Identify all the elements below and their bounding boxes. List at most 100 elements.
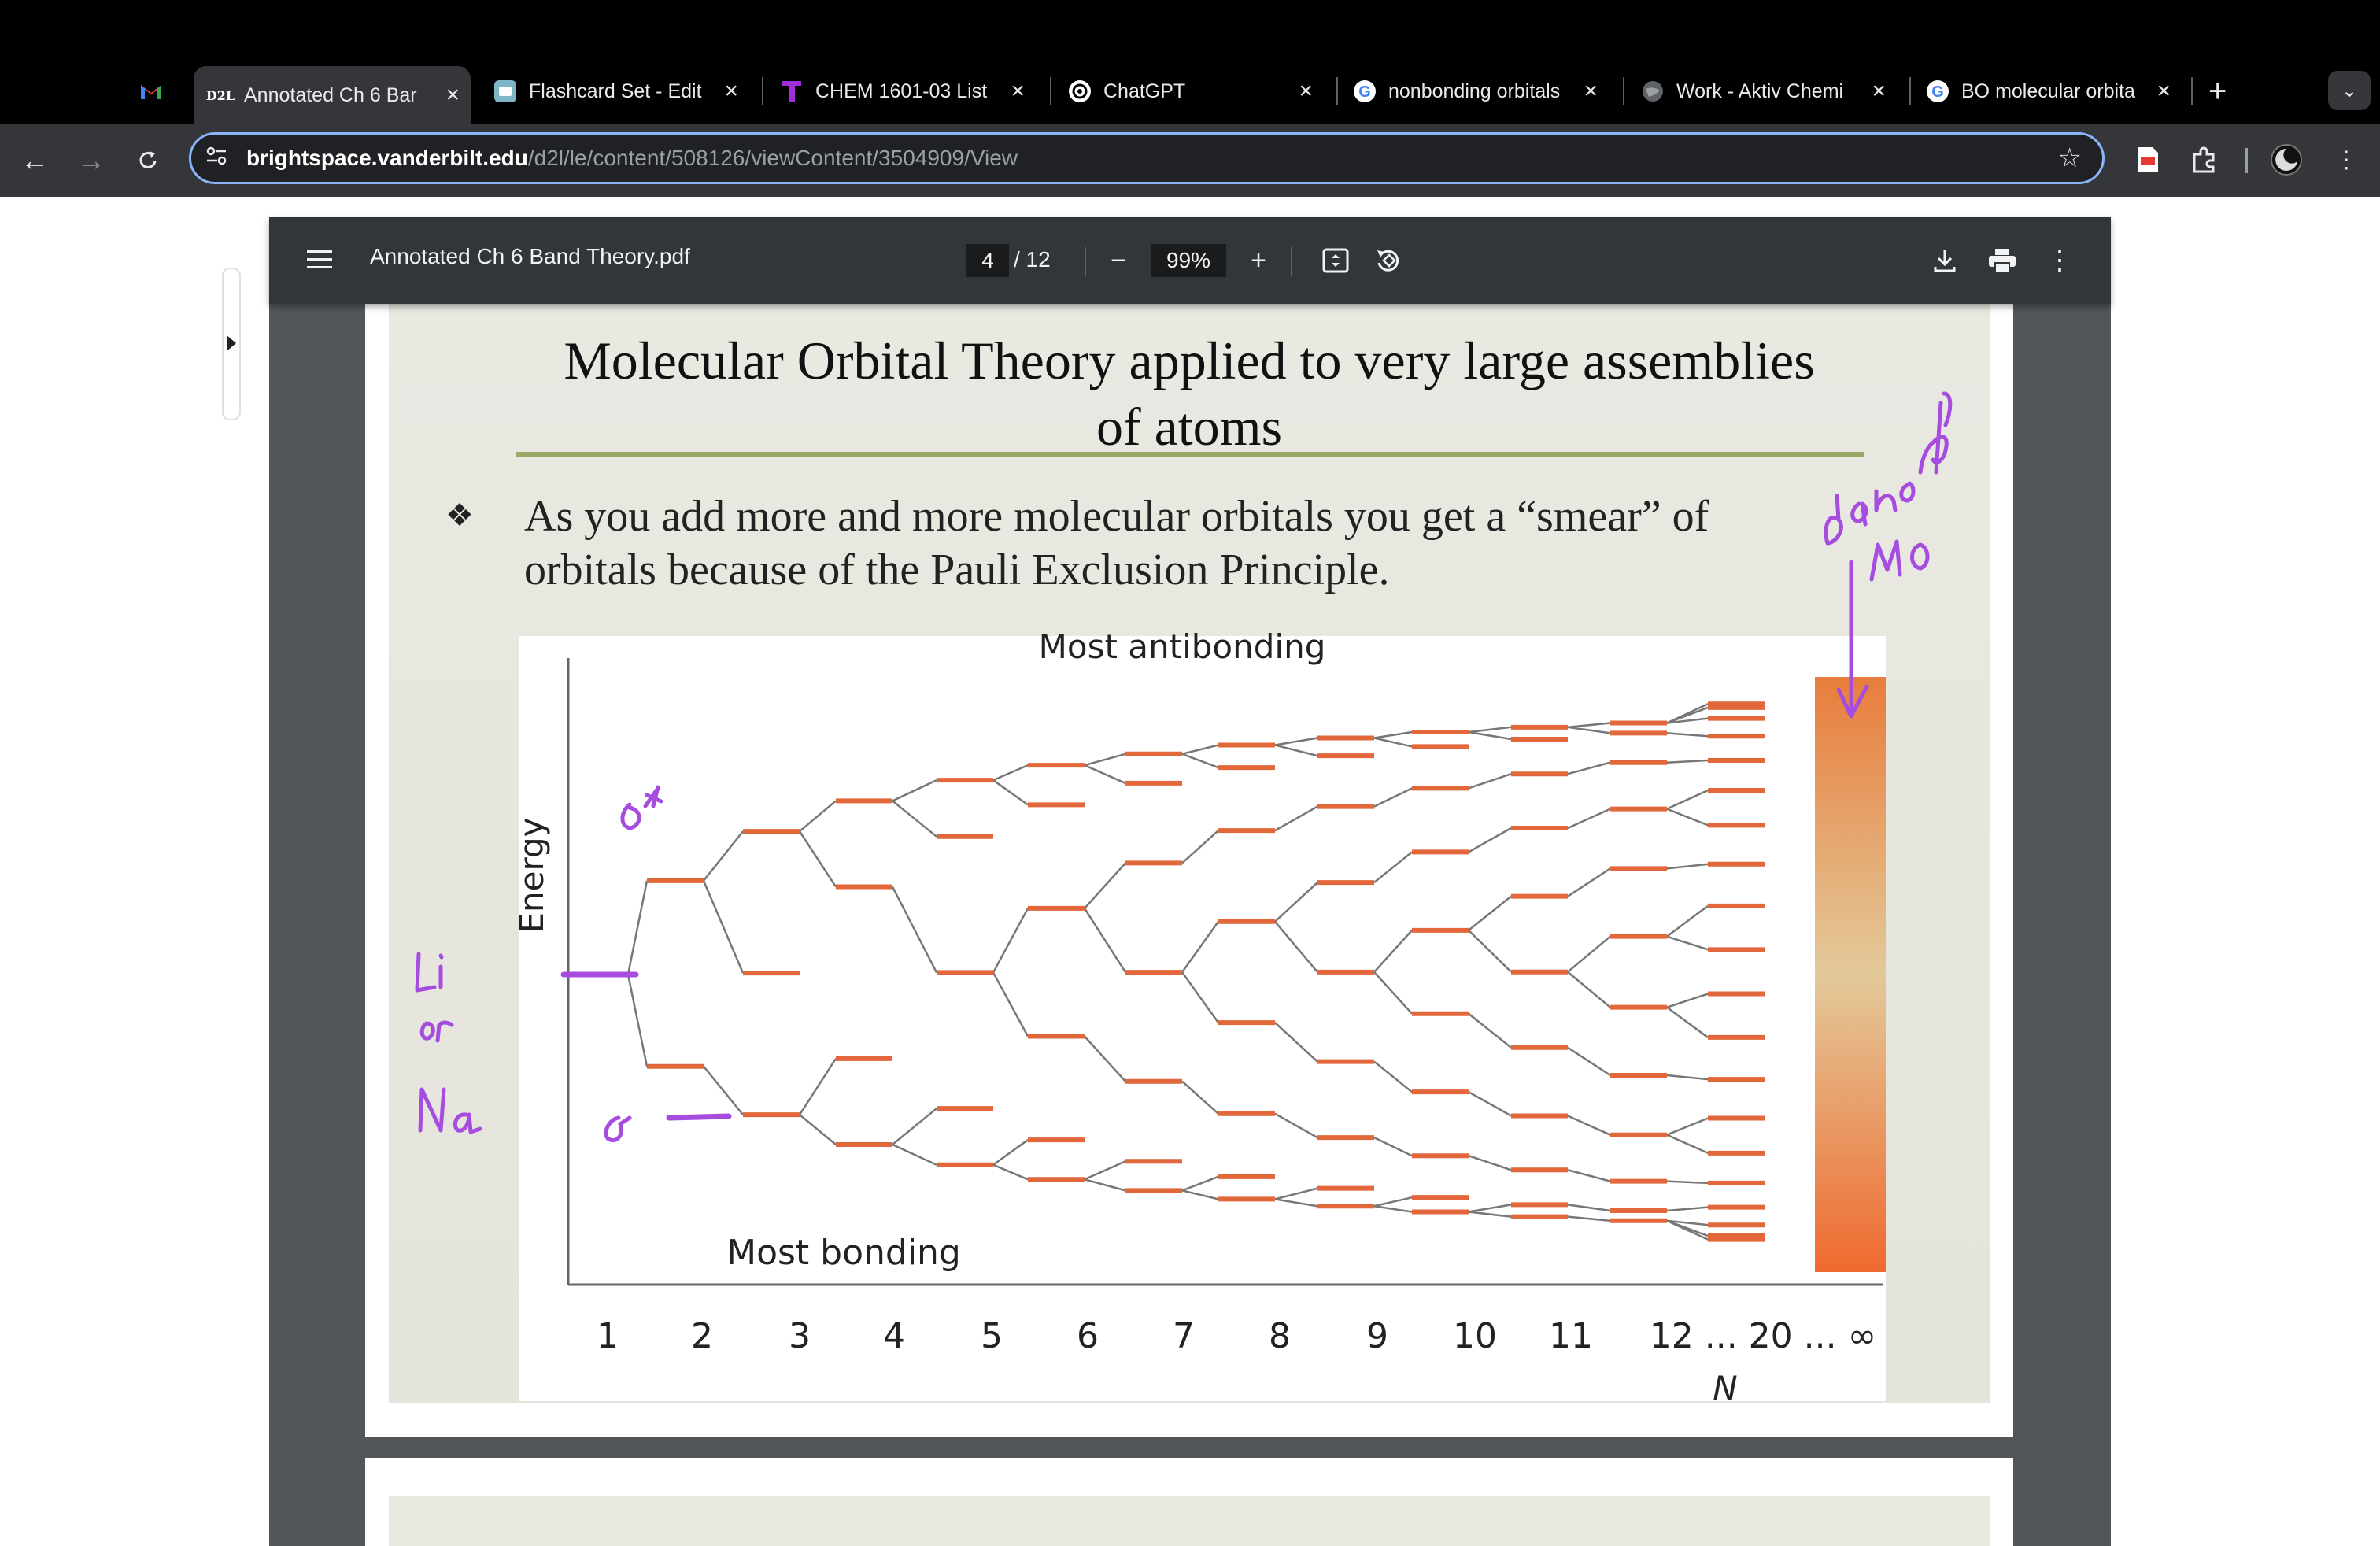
tab-annotated-ch6[interactable]: D2L Annotated Ch 6 Bar ×: [194, 66, 471, 124]
connector-line: [1666, 706, 1709, 724]
x-tick-label: 8: [1269, 1316, 1291, 1356]
zoom-out-button[interactable]: −: [1111, 245, 1126, 276]
connector-line: [1666, 1180, 1709, 1185]
connector-line: [798, 830, 837, 888]
url-text[interactable]: brightspace.vanderbilt.edu/d2l/le/conten…: [246, 146, 1018, 170]
more-options-icon[interactable]: ⋮: [2046, 246, 2073, 276]
slide-title: Molecular Orbital Theory applied to very…: [564, 331, 1815, 457]
tab-chatgpt[interactable]: ChatGPT ×: [1067, 69, 1324, 113]
connector-line: [1274, 882, 1318, 923]
connector-line: [1666, 732, 1709, 738]
print-icon[interactable]: [1985, 244, 2020, 277]
tab-gmail[interactable]: [139, 69, 183, 113]
close-icon[interactable]: ×: [1872, 78, 1886, 104]
connector-line: [1666, 1134, 1709, 1154]
connector-line: [1373, 971, 1413, 1015]
google-icon: G: [1925, 79, 1950, 104]
page-total: / 12: [1014, 247, 1051, 272]
connector-line: [1666, 1074, 1709, 1081]
extensions-puzzle-icon[interactable]: [2186, 142, 2223, 178]
download-icon[interactable]: [1928, 244, 1961, 277]
tab-nonbonding[interactable]: G nonbonding orbitals ×: [1352, 69, 1609, 113]
connector-line: [1373, 737, 1413, 748]
page-number-input[interactable]: 4: [966, 244, 1009, 277]
title-underline: [516, 452, 1864, 457]
top-label: Most antibonding: [1039, 627, 1326, 666]
connector-line: [798, 1058, 837, 1115]
connector-line: [1084, 1160, 1126, 1181]
browser-menu-icon[interactable]: ⋮: [2334, 146, 2358, 173]
connector-line: [1567, 1204, 1611, 1212]
pdf-extension-icon[interactable]: [2130, 142, 2166, 178]
x-tick-label: 7: [1173, 1316, 1195, 1356]
connector-line: [992, 908, 1029, 974]
close-icon[interactable]: ×: [1011, 78, 1025, 104]
connector-line: [1468, 827, 1512, 853]
forward-button[interactable]: →: [77, 144, 105, 176]
connector-line: [1666, 808, 1709, 827]
back-button[interactable]: ←: [20, 144, 49, 176]
connector-line: [1468, 1012, 1512, 1049]
x-tick-label: 5: [981, 1316, 1003, 1356]
profile-avatar[interactable]: [2268, 142, 2304, 178]
connector-line: [1666, 904, 1709, 938]
connector-line: [1468, 1204, 1512, 1213]
tab-title: BO molecular orbita: [1961, 80, 2135, 102]
tab-chem-list[interactable]: CHEM 1601-03 List ×: [779, 69, 1036, 113]
tab-flashcard[interactable]: Flashcard Set - Edit ×: [493, 69, 749, 113]
connector-line: [1274, 737, 1318, 746]
close-icon[interactable]: ×: [1299, 78, 1313, 104]
connector-line: [1567, 867, 1611, 897]
google-icon: G: [1352, 79, 1377, 104]
globe-icon: [1640, 79, 1665, 104]
bookmark-star-icon[interactable]: ☆: [2057, 143, 2082, 173]
connector-line: [1468, 929, 1512, 973]
connector-line: [1084, 753, 1126, 767]
connector-line: [1567, 761, 1611, 775]
rotate-icon[interactable]: [1371, 244, 1404, 277]
connector-line: [1468, 1155, 1512, 1171]
site-info-icon[interactable]: [205, 146, 237, 171]
connector-line: [1567, 722, 1611, 729]
zoom-in-button[interactable]: +: [1251, 245, 1266, 276]
connector-line: [703, 830, 744, 882]
next-slide: [389, 1496, 1990, 1546]
x-axis-label: N: [1713, 1369, 1737, 1407]
connector-line: [992, 1139, 1029, 1166]
reload-button[interactable]: [129, 142, 167, 179]
pdf-menu-icon[interactable]: [302, 242, 337, 277]
connector-line: [1274, 920, 1318, 973]
connector-line: [1181, 1175, 1219, 1192]
zoom-input[interactable]: 99%: [1151, 244, 1226, 277]
connector-line: [1181, 1189, 1219, 1200]
tab-title: CHEM 1601-03 List: [815, 80, 988, 102]
energy-levels: [571, 701, 1765, 1242]
sidebar-toggle-button[interactable]: [222, 268, 241, 420]
x-tick-label: 6: [1077, 1316, 1099, 1356]
tab-bo-molecular[interactable]: G BO molecular orbita ×: [1925, 69, 2182, 113]
close-icon[interactable]: ×: [724, 78, 738, 104]
connector-line: [1181, 971, 1220, 1023]
svg-text:G: G: [1358, 83, 1371, 101]
tab-aktiv[interactable]: Work - Aktiv Chemi ×: [1640, 69, 1897, 113]
caret-right-icon: [227, 335, 236, 351]
close-icon[interactable]: ×: [2156, 78, 2171, 104]
tab-search-button[interactable]: ⌄: [2328, 71, 2371, 110]
x-tick-label: 2: [691, 1316, 713, 1356]
connector-line: [1181, 830, 1219, 864]
connector-line: [992, 971, 1029, 1037]
tab-title: Annotated Ch 6 Bar: [244, 83, 417, 106]
fit-page-icon[interactable]: [1319, 244, 1352, 277]
connector-line: [1567, 935, 1611, 973]
connector-line: [1666, 759, 1709, 764]
connector-line: [1083, 908, 1127, 973]
address-bar[interactable]: brightspace.vanderbilt.edu/d2l/le/conten…: [189, 132, 2105, 184]
connector-line: [799, 800, 837, 833]
new-tab-button[interactable]: +: [2208, 74, 2227, 109]
close-icon[interactable]: ×: [445, 82, 460, 108]
connector-line: [1666, 993, 1709, 1008]
close-icon[interactable]: ×: [1584, 78, 1598, 104]
connector-lines: [626, 703, 1709, 1241]
connector-line: [1666, 1206, 1709, 1212]
